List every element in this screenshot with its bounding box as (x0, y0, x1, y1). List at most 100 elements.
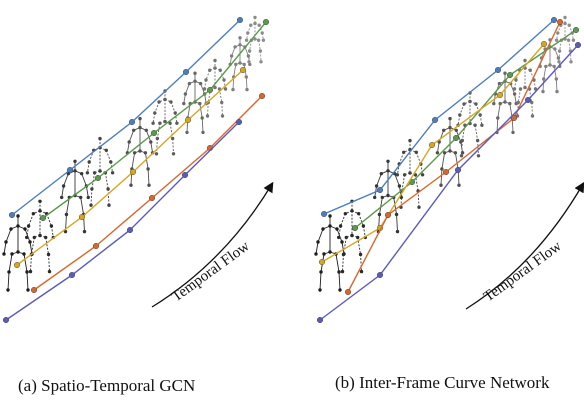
skeleton-bone (415, 152, 422, 165)
joint-track-purple (3, 118, 242, 324)
skeleton-joint (338, 224, 343, 228)
skeleton-frame (125, 116, 155, 187)
track-joint (385, 211, 392, 218)
skeleton-bone (8, 253, 13, 273)
track-joint (31, 287, 38, 294)
track-joint (239, 66, 246, 73)
skeleton-joint (213, 58, 217, 63)
skeleton-joint (454, 128, 458, 132)
skeleton-joint (132, 151, 137, 155)
skeleton-bone (30, 254, 32, 272)
skeleton-joint (448, 116, 452, 121)
skeleton-joint (31, 211, 36, 216)
skeleton-frame (512, 58, 538, 118)
skeleton-frame (314, 214, 346, 292)
skeleton-joint (417, 205, 421, 209)
skeleton-joint (516, 100, 520, 105)
skeleton-joint (386, 169, 390, 173)
track-line (323, 19, 555, 215)
skeleton-joint (138, 125, 142, 130)
skeleton-bone (474, 125, 479, 141)
skeleton-joint (439, 183, 443, 187)
skeleton-bone (420, 163, 424, 175)
skeleton-bone (440, 168, 443, 186)
skeleton-bone (400, 190, 403, 208)
joint-tracks-a (3, 17, 270, 324)
skeleton-bone (336, 228, 343, 243)
skeleton-bone (150, 141, 154, 153)
skeleton-joint (183, 92, 188, 96)
skeleton-bone (360, 254, 362, 272)
skeleton-joint (386, 193, 390, 198)
skeleton-bone (517, 102, 519, 117)
skeleton-bone (376, 173, 382, 187)
skeleton-joint (514, 78, 518, 82)
track-joint (78, 213, 85, 220)
skeleton-joint (60, 195, 64, 200)
skeleton-joint (523, 58, 527, 63)
skeleton-joint (448, 125, 452, 130)
skeleton-bone (455, 130, 462, 143)
skeleton-bone (3, 241, 7, 255)
skeleton-joint (163, 97, 167, 102)
skeleton-joint (414, 150, 418, 154)
skeleton-joint (460, 138, 465, 143)
skeleton-joint (498, 101, 502, 106)
skeleton-bone (529, 88, 533, 103)
skeleton-joint (261, 38, 266, 42)
skeleton-joint (442, 151, 447, 155)
track-joint (377, 272, 384, 279)
track-joint (92, 242, 99, 249)
skeleton-bone (104, 172, 109, 190)
skeleton-joint (377, 212, 382, 217)
skeleton-joint (328, 214, 332, 218)
track-joint (432, 116, 439, 123)
skeleton-joint (474, 102, 478, 106)
skeleton-joint (341, 252, 346, 257)
track-joint (94, 174, 101, 181)
skeleton-joint (85, 171, 90, 175)
skeleton-joint (86, 195, 91, 200)
track-joint (573, 27, 580, 34)
track-joint (317, 317, 324, 324)
track-joint (68, 272, 75, 279)
skeleton-bone (147, 168, 150, 186)
skeleton-joint (205, 114, 210, 118)
skeleton-bone (90, 188, 93, 206)
skeleton-joint (253, 37, 257, 41)
skeleton-joint (2, 252, 6, 256)
skeleton-bone (558, 50, 561, 62)
skeleton-joint (492, 101, 496, 106)
skeleton-joint (242, 62, 246, 67)
skeleton-joint (198, 101, 202, 106)
skeleton-joint (480, 123, 484, 127)
skeleton-joint (530, 100, 534, 105)
skeleton-bone (245, 76, 248, 90)
skeleton-joint (373, 195, 377, 200)
skeleton-joint (260, 31, 264, 35)
skeleton-joint (182, 101, 186, 106)
skeleton-joint (244, 38, 249, 42)
skeleton-bone (249, 40, 252, 52)
skeleton-bone (154, 101, 160, 114)
skeleton-joint (563, 21, 567, 26)
skeleton-joint (47, 269, 52, 274)
skeleton-bone (23, 253, 28, 273)
skeleton-joint (379, 171, 384, 176)
skeleton-joint (61, 184, 66, 188)
skeleton-joint (208, 68, 212, 72)
skeleton-joint (234, 62, 238, 67)
skeleton-joint (528, 68, 532, 72)
skeleton-bone (105, 150, 112, 163)
skeleton-joint (98, 169, 102, 173)
skeleton-bone (128, 130, 135, 143)
panel-a-spatio-temporal-gcn: Temporal Flow (2, 15, 274, 324)
skeleton-bone (457, 114, 461, 126)
skeleton-joint (163, 119, 167, 124)
track-joint (126, 226, 133, 233)
skeleton-joint (395, 173, 400, 177)
skeleton-bone (50, 225, 54, 238)
skeleton-joint (218, 68, 222, 72)
skeleton-joint (508, 101, 512, 106)
skeleton-joint (25, 235, 29, 240)
